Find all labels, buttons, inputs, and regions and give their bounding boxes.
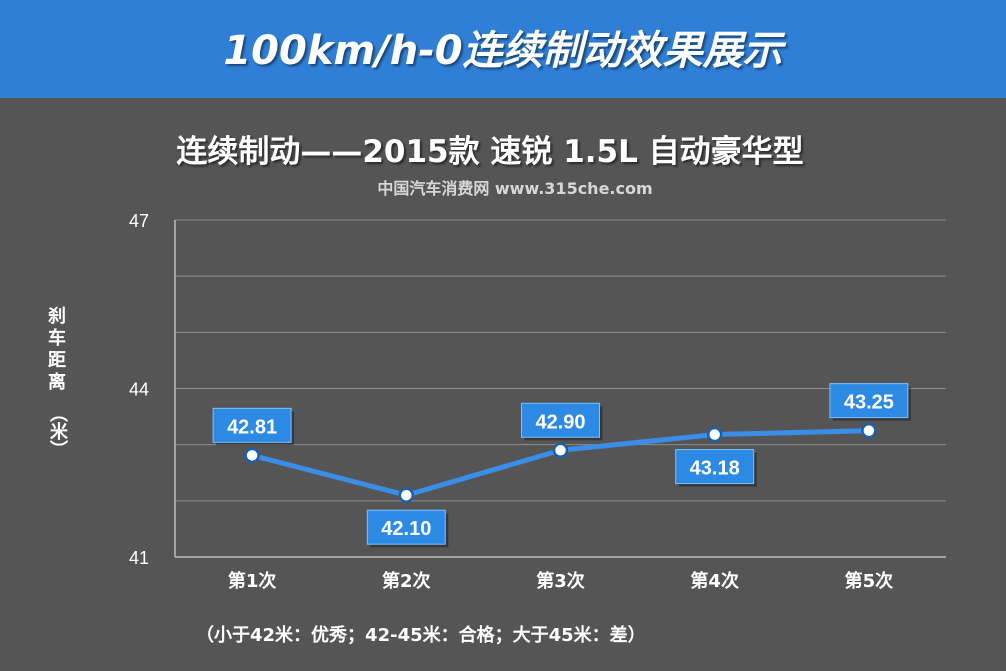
data-label-box	[675, 449, 755, 485]
y-tick-label: 41	[129, 548, 149, 568]
x-tick-label: 第1次	[228, 570, 277, 592]
source-credit: 中国汽车消费网 www.315che.com	[377, 179, 653, 198]
data-point	[706, 426, 723, 443]
data-label-box	[521, 402, 600, 438]
data-label-box	[829, 383, 909, 419]
data-label: 43.25	[844, 392, 894, 414]
y-tick-label: 44	[129, 380, 149, 400]
data-label-box	[212, 407, 292, 443]
data-point	[398, 487, 415, 503]
data-point	[244, 447, 260, 464]
y-tick-label: 47	[129, 211, 149, 231]
banner-title: 100km/h-0连续制动效果展示	[223, 28, 783, 74]
y-axis-label: 刹车距离	[48, 306, 66, 393]
data-label: 43.18	[690, 458, 740, 480]
data-label: 42.81	[227, 416, 277, 438]
x-tick-label: 第4次	[690, 570, 739, 592]
x-tick-label: 第3次	[536, 570, 585, 592]
x-tick-label: 第2次	[382, 570, 431, 592]
data-label-box	[366, 509, 446, 545]
chart-title: 连续制动——2015款 速锐 1.5L 自动豪华型	[176, 134, 804, 170]
series-line	[251, 428, 869, 498]
data-point	[861, 422, 877, 439]
y-axis-unit: （米）	[47, 404, 68, 458]
data-point	[552, 442, 569, 459]
rating-note: （小于42米：优秀；42-45米：合格；大于45米：差）	[196, 625, 646, 646]
x-tick-label: 第5次	[845, 570, 894, 592]
header-banner: 100km/h-0连续制动效果展示	[0, 0, 1006, 98]
data-label: 42.10	[381, 518, 431, 540]
data-label: 42.90	[535, 411, 585, 433]
